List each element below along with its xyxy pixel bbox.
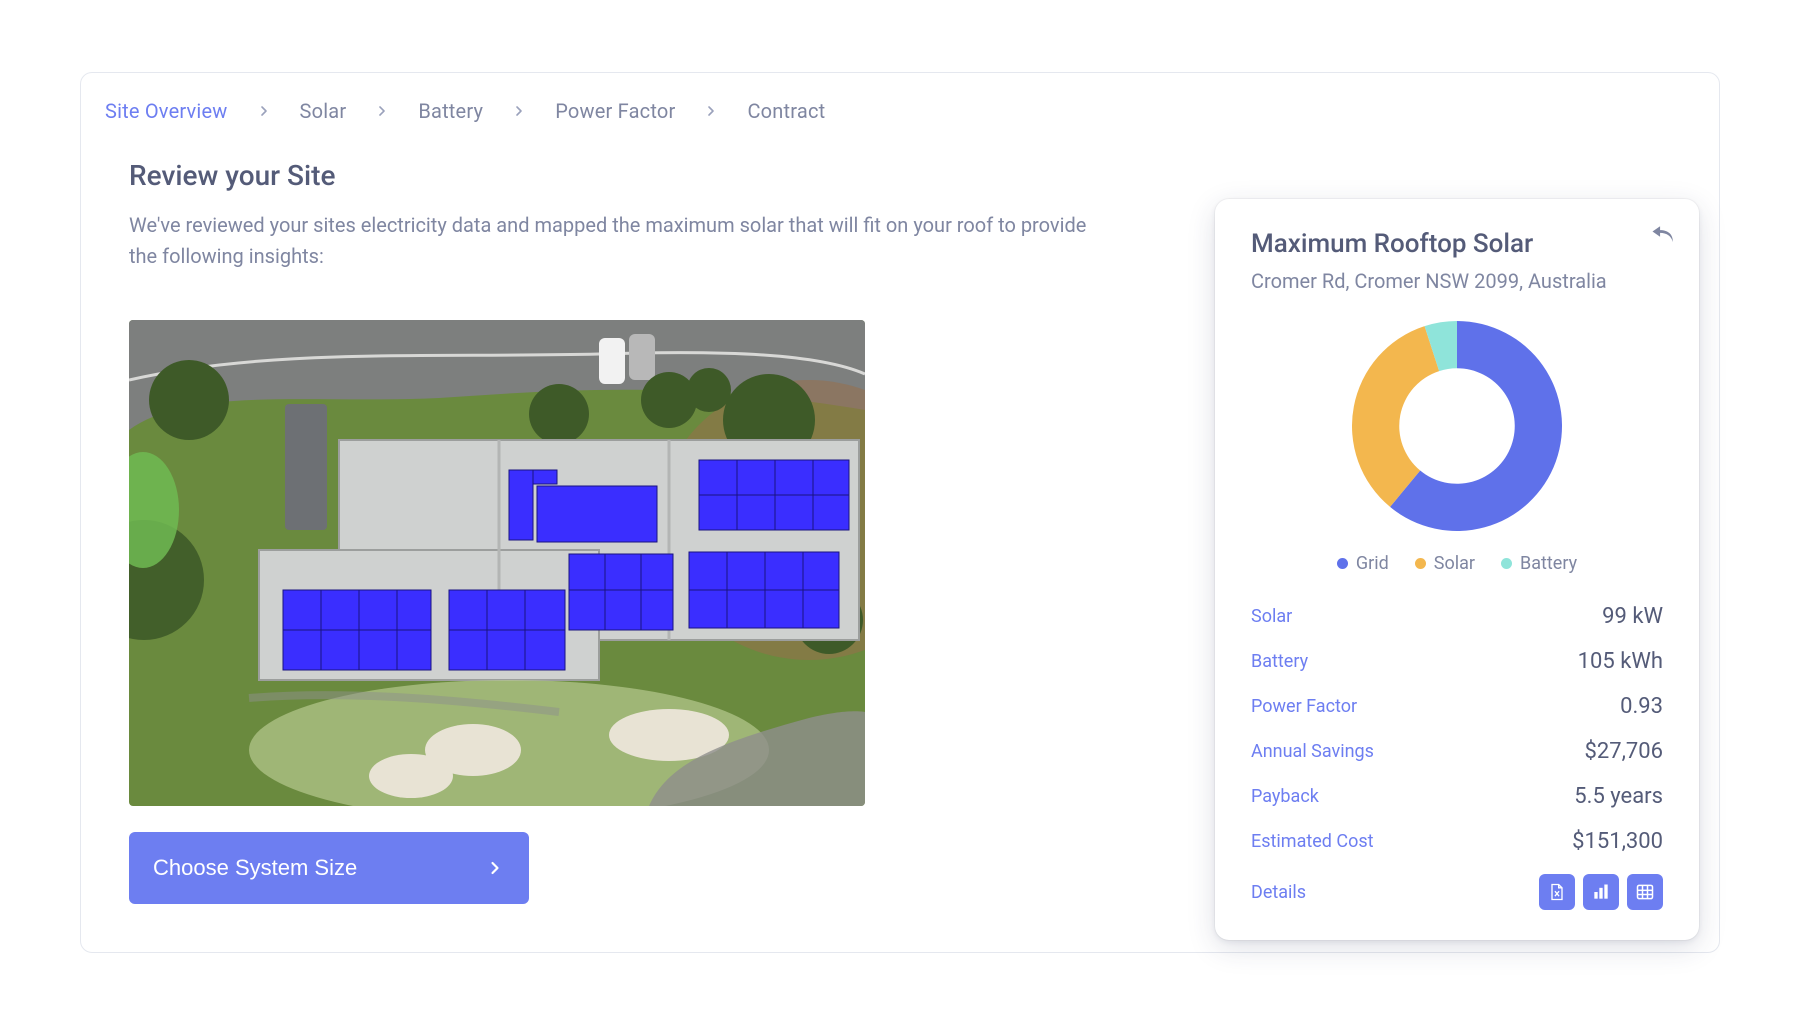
legend-solar: Solar (1415, 553, 1475, 574)
chevron-right-icon (374, 103, 390, 119)
legend-dot (1415, 558, 1426, 569)
summary-card: Maximum Rooftop Solar Cromer Rd, Cromer … (1215, 199, 1699, 940)
chevron-right-icon (703, 103, 719, 119)
row-key: Solar (1251, 606, 1292, 627)
breadcrumb-solar[interactable]: Solar (300, 99, 347, 123)
breadcrumb: Site Overview Solar Battery Power Factor… (101, 99, 1699, 123)
summary-title: Maximum Rooftop Solar (1251, 229, 1663, 259)
summary-row-details: Details (1251, 874, 1663, 910)
site-aerial-image (129, 320, 865, 806)
bar-chart-icon[interactable] (1583, 874, 1619, 910)
row-value: 5.5 years (1574, 784, 1663, 809)
row-value: 0.93 (1620, 694, 1663, 719)
summary-row-battery: Battery 105 kWh (1251, 649, 1663, 674)
chevron-right-icon (511, 103, 527, 119)
row-key: Details (1251, 882, 1306, 903)
legend-battery: Battery (1501, 553, 1577, 574)
row-key: Battery (1251, 651, 1308, 672)
row-key: Payback (1251, 786, 1319, 807)
legend-dot (1337, 558, 1348, 569)
donut-legend: Grid Solar Battery (1251, 553, 1663, 574)
row-value: $27,706 (1584, 739, 1663, 764)
breadcrumb-contract[interactable]: Contract (747, 99, 825, 123)
breadcrumb-battery[interactable]: Battery (418, 99, 483, 123)
summary-row-payback: Payback 5.5 years (1251, 784, 1663, 809)
page-title: Review your Site (129, 159, 1151, 192)
legend-dot (1501, 558, 1512, 569)
summary-row-estimated-cost: Estimated Cost $151,300 (1251, 829, 1663, 854)
undo-icon[interactable] (1649, 221, 1677, 253)
cta-label: Choose System Size (153, 855, 357, 881)
summary-row-annual-savings: Annual Savings $27,706 (1251, 739, 1663, 764)
legend-label: Grid (1356, 553, 1389, 574)
row-value: $151,300 (1572, 829, 1663, 854)
row-key: Power Factor (1251, 696, 1357, 717)
row-key: Annual Savings (1251, 741, 1374, 762)
download-excel-icon[interactable] (1539, 874, 1575, 910)
summary-row-solar: Solar 99 kW (1251, 604, 1663, 629)
row-value: 99 kW (1602, 604, 1663, 629)
legend-label: Battery (1520, 553, 1577, 574)
main-card: Site Overview Solar Battery Power Factor… (80, 72, 1720, 953)
legend-label: Solar (1434, 553, 1475, 574)
row-value: 105 kWh (1578, 649, 1663, 674)
row-key: Estimated Cost (1251, 831, 1374, 852)
summary-address: Cromer Rd, Cromer NSW 2099, Australia (1251, 269, 1663, 293)
legend-grid: Grid (1337, 553, 1389, 574)
choose-system-size-button[interactable]: Choose System Size (129, 832, 529, 904)
energy-mix-donut-chart (1352, 321, 1562, 531)
breadcrumb-site-overview[interactable]: Site Overview (105, 99, 228, 123)
summary-row-power-factor: Power Factor 0.93 (1251, 694, 1663, 719)
breadcrumb-power-factor[interactable]: Power Factor (555, 99, 675, 123)
page-description: We've reviewed your sites electricity da… (129, 210, 1109, 272)
table-icon[interactable] (1627, 874, 1663, 910)
chevron-right-icon (485, 858, 505, 878)
chevron-right-icon (256, 103, 272, 119)
